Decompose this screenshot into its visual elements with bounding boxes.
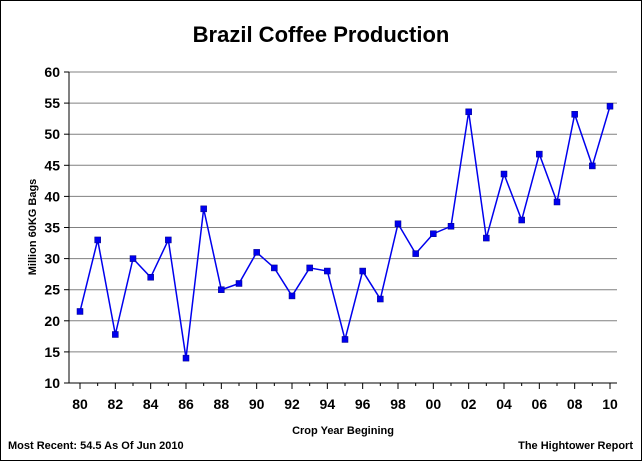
data-point-1998 (394, 220, 402, 228)
data-point-1991 (271, 264, 278, 272)
x-tick-label-10: 10 (602, 396, 618, 412)
x-tick-label-04: 04 (496, 396, 512, 412)
y-tick-label-35: 35 (44, 220, 60, 236)
data-point-1986 (182, 354, 190, 362)
data-point-1997 (377, 295, 384, 303)
data-point-2000 (430, 230, 437, 237)
x-axis-label: Crop Year Begining (292, 425, 394, 437)
data-point-2007 (553, 198, 561, 206)
x-tick-label-00: 00 (426, 396, 442, 412)
data-point-2006 (536, 150, 543, 158)
y-tick-label-40: 40 (44, 188, 60, 204)
y-tick-label-15: 15 (44, 344, 60, 360)
x-tick-label-90: 90 (249, 396, 265, 412)
data-point-2005 (518, 216, 525, 224)
data-point-1983 (129, 255, 137, 262)
data-point-2010 (606, 102, 614, 110)
data-point-1989 (235, 280, 243, 287)
data-point-1987 (200, 205, 207, 213)
y-tick-labels: 10 15 20 25 30 35 40 45 50 55 60 (44, 64, 69, 391)
data-point-2004 (500, 170, 508, 178)
x-tick-label-80: 80 (72, 396, 88, 412)
x-tick-label-84: 84 (143, 396, 159, 412)
y-tick-label-20: 20 (44, 313, 60, 329)
data-point-1992 (288, 292, 296, 300)
data-point-1995 (341, 336, 349, 343)
x-tick-label-86: 86 (178, 396, 194, 412)
x-tick-label-06: 06 (532, 396, 548, 412)
y-tick-label-30: 30 (44, 251, 60, 267)
footer-most-recent: Most Recent: 54.5 As Of Jun 2010 (8, 440, 184, 452)
data-point-2009 (589, 162, 596, 170)
x-tick-label-88: 88 (214, 396, 230, 412)
data-point-1982 (112, 331, 119, 338)
y-tick-label-60: 60 (44, 64, 60, 80)
grid-lines (69, 71, 617, 353)
data-point-1993 (306, 264, 313, 272)
data-point-1996 (359, 267, 366, 275)
series-production (76, 102, 614, 362)
x-tick-label-98: 98 (390, 396, 406, 412)
data-point-1985 (165, 236, 172, 244)
x-tick-label-96: 96 (355, 396, 371, 412)
x-tick-label-08: 08 (567, 396, 583, 412)
data-point-1988 (218, 286, 225, 293)
chart-title: Brazil Coffee Production (193, 22, 450, 47)
y-tick-label-45: 45 (44, 157, 60, 173)
data-point-1990 (253, 249, 260, 256)
data-point-2008 (571, 111, 578, 118)
x-tick-label-02: 02 (461, 396, 477, 412)
x-tick-labels: 80 82 84 86 88 90 92 94 96 98 00 02 04 06 08 10 (72, 383, 618, 412)
x-tick-label-94: 94 (320, 396, 336, 412)
x-tick-label-92: 92 (284, 396, 300, 412)
y-tick-label-25: 25 (44, 282, 60, 298)
data-point-2001 (447, 223, 455, 230)
data-point-1984 (147, 274, 154, 281)
y-tick-label-10: 10 (44, 375, 60, 391)
data-point-1999 (412, 250, 419, 257)
data-point-1981 (94, 236, 101, 244)
data-point-1994 (324, 267, 331, 275)
data-point-2003 (483, 234, 490, 242)
y-tick-label-55: 55 (44, 95, 60, 111)
y-tick-label-50: 50 (44, 126, 60, 142)
y-axis-label: Million 60KG Bags (27, 179, 39, 276)
data-point-2002 (465, 108, 472, 116)
data-point-1980 (76, 308, 84, 315)
x-tick-label-82: 82 (108, 396, 124, 412)
footer-source: The Hightower Report (518, 440, 633, 452)
